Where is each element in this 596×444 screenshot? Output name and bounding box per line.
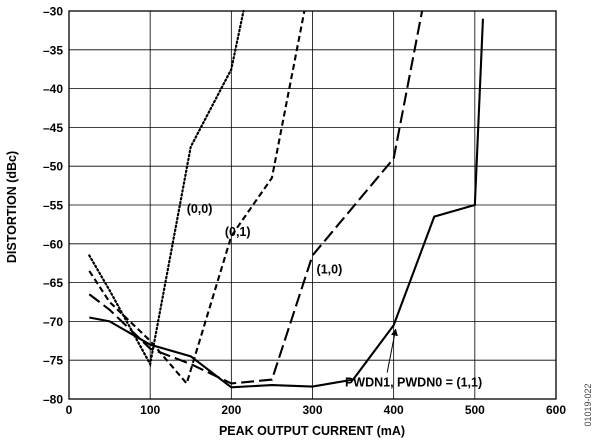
series-line-3 — [89, 18, 484, 389]
y-axis-ticks: –30 –35 –40 –45 –50 –55 –60 –65 –70 –75 –80 — [43, 5, 63, 407]
y-tick-label: –30 — [43, 5, 63, 19]
x-tick-label: 500 — [465, 403, 485, 417]
annotation-label-3: PWDN1, PWDN0 = (1,1) — [345, 376, 482, 390]
series-line-2 — [88, 10, 424, 385]
x-axis-ticks: 0 100 200 300 400 500 600 — [66, 403, 567, 417]
x-tick-label: 200 — [221, 403, 241, 417]
y-tick-label: –70 — [43, 315, 63, 329]
y-tick-label: –60 — [43, 237, 63, 251]
annotation-label-1: (0,1) — [225, 225, 251, 239]
y-tick-label: –80 — [43, 393, 63, 407]
annotation-arrow — [386, 328, 398, 373]
y-tick-label: –55 — [43, 199, 63, 213]
y-tick-label: –65 — [43, 276, 63, 290]
y-tick-label: –75 — [43, 354, 63, 368]
plot-border — [68, 10, 557, 400]
y-tick-label: –50 — [43, 160, 63, 174]
series-lines — [88, 9, 484, 389]
annotation-label-2: (1,0) — [317, 262, 343, 276]
x-tick-label: 600 — [546, 403, 566, 417]
x-tick-label: 0 — [66, 403, 73, 417]
figure-id: 01019-022 — [583, 383, 593, 426]
x-tick-label: 100 — [140, 403, 160, 417]
y-tick-label: –35 — [43, 43, 63, 57]
y-tick-label: –40 — [43, 82, 63, 96]
x-axis-title: PEAK OUTPUT CURRENT (mA) — [219, 424, 405, 438]
annotations: (0,0) (0,1) (1,0) PWDN1, PWDN0 = (1,1) — [187, 202, 482, 390]
series-line-1 — [88, 10, 306, 386]
y-axis-title: DISTORTION (dBc) — [5, 151, 19, 263]
plot-frame — [68, 10, 557, 400]
x-tick-label: 400 — [384, 403, 404, 417]
y-tick-label: –45 — [43, 121, 63, 135]
series-line-0 — [88, 9, 245, 368]
x-tick-label: 300 — [302, 403, 322, 417]
annotation-label-0: (0,0) — [187, 202, 213, 216]
